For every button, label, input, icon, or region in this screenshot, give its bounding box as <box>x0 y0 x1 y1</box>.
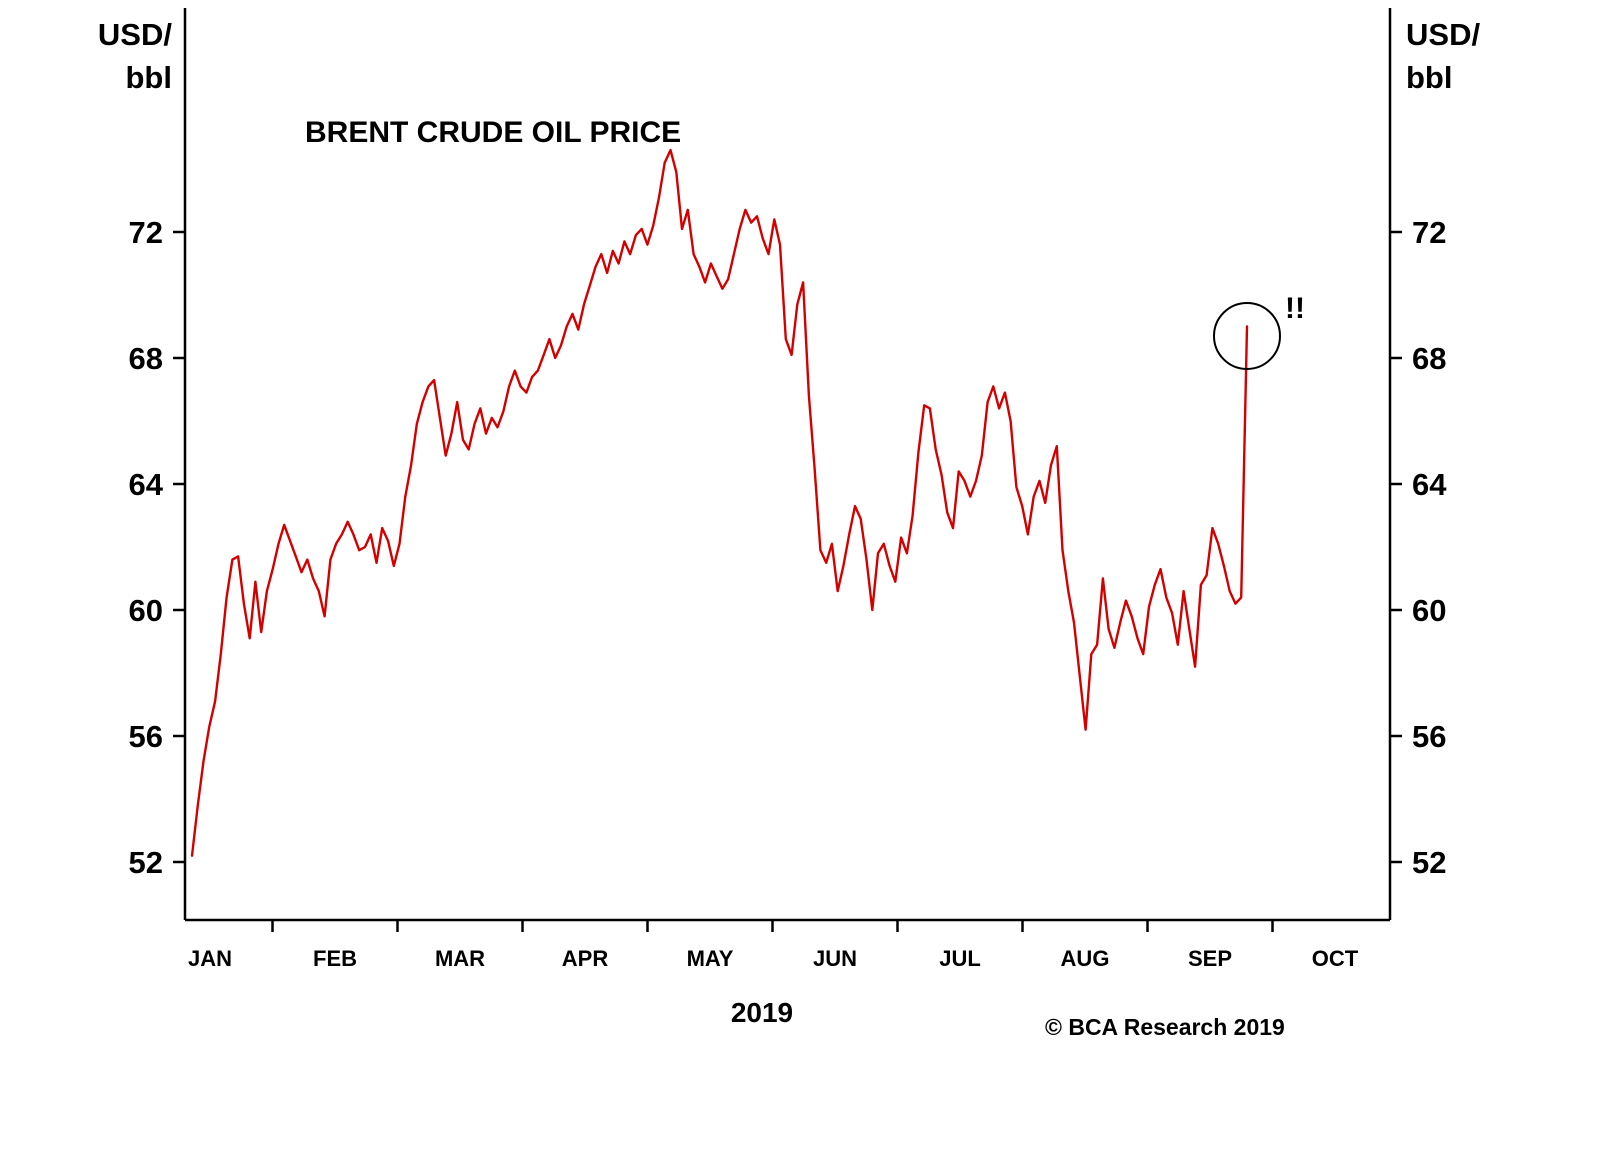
y-tick-label-left: 64 <box>129 467 164 502</box>
x-tick-label-aug: AUG <box>1061 946 1110 971</box>
x-tick-label-jan: JAN <box>188 946 232 971</box>
y-unit-left-line1: USD/ <box>98 17 172 52</box>
x-axis-year-label: 2019 <box>731 997 793 1028</box>
price-line <box>190 148 1249 857</box>
x-tick-label-oct: OCT <box>1312 946 1359 971</box>
y-tick-label-left: 68 <box>129 341 163 376</box>
y-tick-label-right: 60 <box>1412 593 1446 628</box>
y-tick-label-left: 52 <box>129 845 163 880</box>
x-tick-label-feb: FEB <box>313 946 357 971</box>
y-tick-label-right: 56 <box>1412 719 1446 754</box>
x-tick-label-sep: SEP <box>1188 946 1232 971</box>
y-tick-label-right: 72 <box>1412 215 1446 250</box>
annotation-exclamation: !! <box>1285 292 1305 325</box>
y-tick-label-right: 64 <box>1412 467 1447 502</box>
y-unit-right-line1: USD/ <box>1406 17 1480 52</box>
x-tick-label-mar: MAR <box>435 946 485 971</box>
x-tick-label-jul: JUL <box>939 946 981 971</box>
x-tick-label-may: MAY <box>687 946 734 971</box>
annotation-circle <box>1213 301 1281 370</box>
y-tick-label-left: 60 <box>129 593 163 628</box>
y-tick-label-left: 56 <box>129 719 163 754</box>
x-tick-label-apr: APR <box>562 946 609 971</box>
y-unit-left-line2: bbl <box>126 60 173 95</box>
y-tick-label-right: 68 <box>1412 341 1446 376</box>
copyright-label: © BCA Research 2019 <box>1045 1014 1285 1040</box>
x-tick-label-jun: JUN <box>813 946 857 971</box>
chart-title: BRENT CRUDE OIL PRICE <box>305 116 681 149</box>
y-tick-label-left: 72 <box>129 215 163 250</box>
y-tick-label-right: 52 <box>1412 845 1446 880</box>
y-unit-right-line2: bbl <box>1406 60 1453 95</box>
